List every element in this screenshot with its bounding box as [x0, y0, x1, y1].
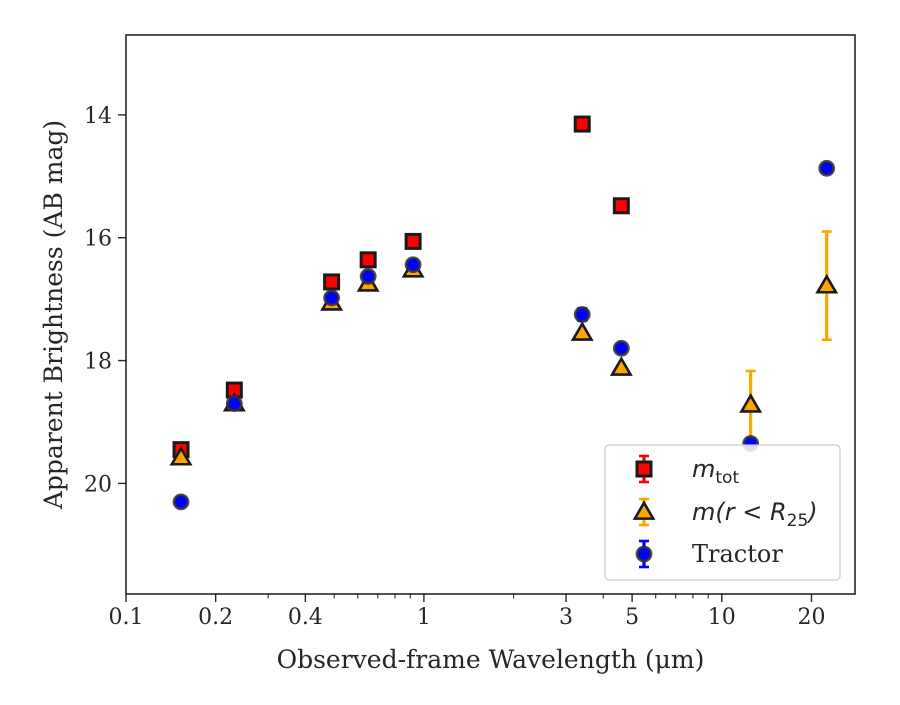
data-point	[573, 115, 591, 133]
series-2	[172, 159, 836, 511]
legend: mtot m(r < R25) Tractor	[604, 444, 841, 581]
data-point	[225, 395, 243, 412]
x-tick-label: 3	[559, 605, 573, 630]
data-point	[404, 256, 422, 274]
x-tick-label: 10	[708, 605, 736, 630]
y-tick-label: 18	[84, 350, 112, 375]
x-tick-label: 0.4	[288, 605, 323, 630]
series-layer	[169, 115, 839, 511]
legend-marker	[635, 545, 653, 563]
legend-label: m(r < R25)	[692, 498, 818, 531]
x-tick-label: 0.2	[198, 605, 233, 630]
x-axis-label: Observed-frame Wavelength (μm)	[277, 645, 705, 674]
data-point	[323, 273, 341, 291]
legend-label: Tractor	[692, 540, 783, 568]
y-tick-label: 20	[84, 472, 112, 497]
data-point	[404, 232, 422, 250]
legend-marker	[635, 460, 653, 478]
series-0	[172, 115, 630, 459]
legend-label: mtot	[692, 455, 739, 488]
x-tick-label: 1	[417, 605, 431, 630]
data-point	[323, 289, 341, 307]
data-point	[739, 393, 763, 413]
y-tick-label: 14	[84, 104, 112, 129]
data-point	[612, 197, 630, 215]
plot-frame	[125, 34, 856, 595]
x-tick-label: 20	[797, 605, 825, 630]
data-point	[359, 251, 377, 269]
x-tick-label: 5	[625, 605, 639, 630]
y-axis-label: Apparent Brightness (AB mag)	[39, 120, 68, 510]
series-1	[169, 230, 839, 466]
data-point	[172, 493, 190, 511]
legend-box	[604, 444, 841, 581]
legend-marker	[632, 500, 656, 520]
data-point	[573, 306, 591, 323]
data-point	[609, 356, 633, 376]
data-point	[570, 321, 594, 341]
y-tick-label: 16	[84, 227, 112, 252]
data-point	[359, 268, 377, 285]
data-point	[169, 445, 193, 466]
data-point	[818, 159, 836, 177]
data-point	[815, 273, 839, 294]
y-axis: 14 16 18 20	[84, 104, 126, 497]
x-tick-label: 0.1	[109, 605, 144, 630]
data-point	[612, 339, 630, 357]
x-axis: 0.1 0.2 0.4 1 3 5 10 20	[109, 594, 825, 630]
